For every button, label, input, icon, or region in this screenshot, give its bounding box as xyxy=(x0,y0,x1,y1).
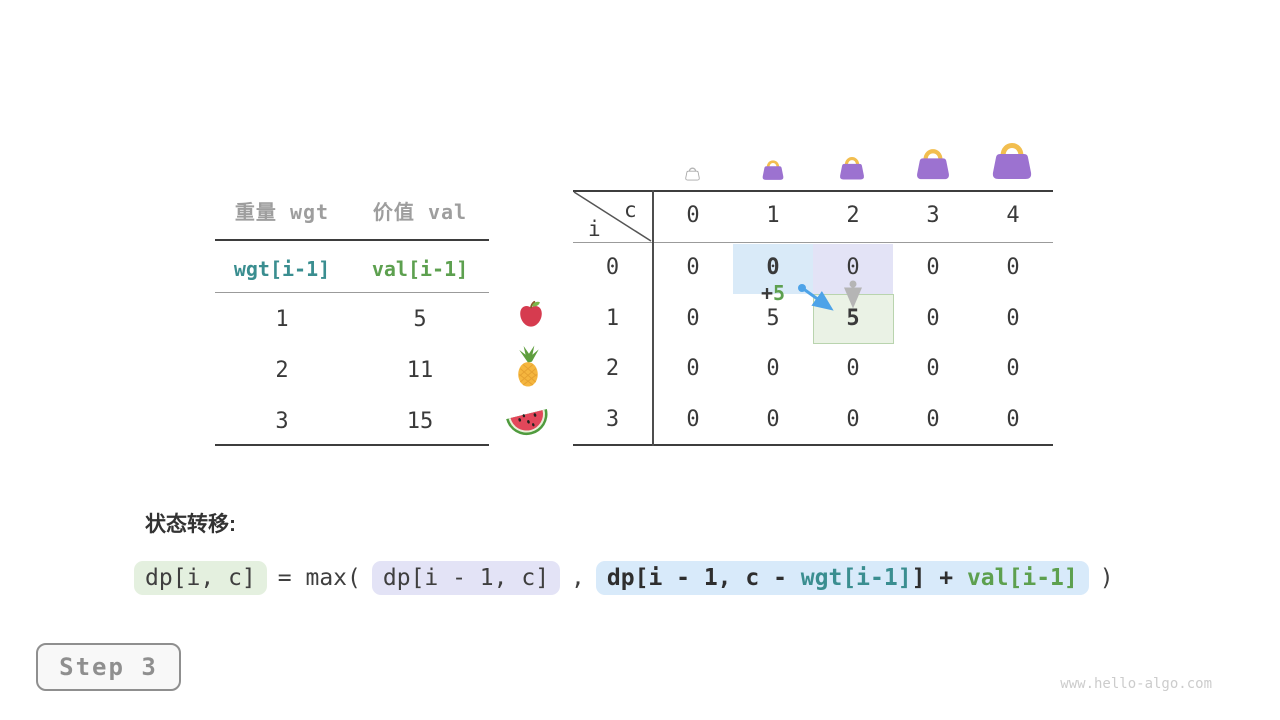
dp-row-header: 2 xyxy=(605,356,620,381)
item-value: 5 xyxy=(413,307,427,332)
dp-row-axis-label: i xyxy=(588,217,601,241)
formula-lhs: dp[i, c] xyxy=(134,561,267,595)
formula-operator: = max( xyxy=(277,565,361,591)
dp-col-header: 0 xyxy=(686,203,700,228)
apple-icon xyxy=(520,300,542,327)
dp-cell: 0 xyxy=(926,356,940,381)
items-col-weight-header: 重量 wgt xyxy=(234,200,330,224)
dp-cell: 0 xyxy=(686,306,700,331)
plus-sign: + xyxy=(761,281,774,305)
dp-cell: 0 xyxy=(1006,306,1020,331)
items-table-mid-rule xyxy=(215,292,489,293)
bag-icon xyxy=(917,149,949,180)
dp-table-top-rule xyxy=(573,190,1053,192)
empty-bag-icon xyxy=(685,167,700,181)
step-indicator-button[interactable]: Step 3 xyxy=(36,643,181,691)
items-value-subheader: val[i-1] xyxy=(371,257,469,281)
dp-cell: 0 xyxy=(846,356,860,381)
items-weight-subheader: wgt[i-1] xyxy=(233,257,331,281)
items-table-top-rule xyxy=(215,239,489,241)
dp-cell: 0 xyxy=(686,356,700,381)
dp-cell: 5 xyxy=(766,306,780,331)
item-weight: 2 xyxy=(275,358,289,383)
formula-arg-take: dp[i - 1, c - wgt[i-1]] + val[i-1] xyxy=(595,561,1089,595)
dp-cell: 0 xyxy=(846,407,860,432)
transition-add-value-label: +5 xyxy=(761,281,785,305)
dp-row-header: 1 xyxy=(605,306,620,331)
dp-col-header: 4 xyxy=(1006,203,1020,228)
dp-col-header: 2 xyxy=(846,203,860,228)
bag-icon xyxy=(992,143,1032,179)
dp-table-vertical-rule xyxy=(652,190,654,446)
items-table-bottom-rule xyxy=(215,444,489,446)
dp-cell: 0 xyxy=(926,407,940,432)
dp-cell: 5 xyxy=(846,306,860,331)
formula-take-part2: ] + xyxy=(911,565,967,591)
item-weight: 1 xyxy=(275,307,289,332)
dp-cell: 0 xyxy=(686,407,700,432)
formula-arg-skip: dp[i - 1, c] xyxy=(371,561,561,595)
dp-row-header: 0 xyxy=(605,255,620,280)
formula-comma: , xyxy=(571,565,585,591)
dp-cell: 0 xyxy=(926,306,940,331)
site-watermark: www.hello-algo.com xyxy=(1060,676,1212,692)
dp-cell: 0 xyxy=(1006,255,1020,280)
dp-table-header-rule xyxy=(573,242,1053,243)
dp-cell: 0 xyxy=(766,356,780,381)
dp-col-axis-label: c xyxy=(624,198,637,222)
dp-cell: 0 xyxy=(766,407,780,432)
item-value: 11 xyxy=(406,358,434,383)
bag-icon xyxy=(762,160,784,180)
items-col-value-header: 价值 val xyxy=(372,200,468,224)
dp-col-header: 3 xyxy=(926,203,940,228)
watermelon-icon xyxy=(506,408,548,436)
dp-cell: 0 xyxy=(686,255,700,280)
formula-take-part1: dp[i - 1, c - xyxy=(606,565,801,591)
dp-cell: 0 xyxy=(1006,356,1020,381)
formula-take-wgt: wgt[i-1] xyxy=(800,565,912,591)
item-weight: 3 xyxy=(275,409,289,434)
bag-icon xyxy=(840,157,864,180)
state-transition-formula: dp[i, c] = max( dp[i - 1, c] , dp[i - 1,… xyxy=(134,561,1114,595)
formula-take-val: val[i-1] xyxy=(966,565,1078,591)
dp-cell: 0 xyxy=(766,255,780,280)
pineapple-icon xyxy=(518,345,539,387)
dp-header-diagonal xyxy=(573,191,652,242)
dp-cell: 0 xyxy=(846,255,860,280)
dp-col-header: 1 xyxy=(766,203,780,228)
dp-cell: 0 xyxy=(926,255,940,280)
dp-row-header: 3 xyxy=(605,407,620,432)
item-value: 15 xyxy=(406,409,434,434)
formula-close-paren: ) xyxy=(1099,565,1114,591)
added-value: 5 xyxy=(773,281,786,305)
dp-table-bottom-rule xyxy=(573,444,1053,446)
dp-cell: 0 xyxy=(1006,407,1020,432)
state-transition-heading: 状态转移: xyxy=(145,513,236,536)
